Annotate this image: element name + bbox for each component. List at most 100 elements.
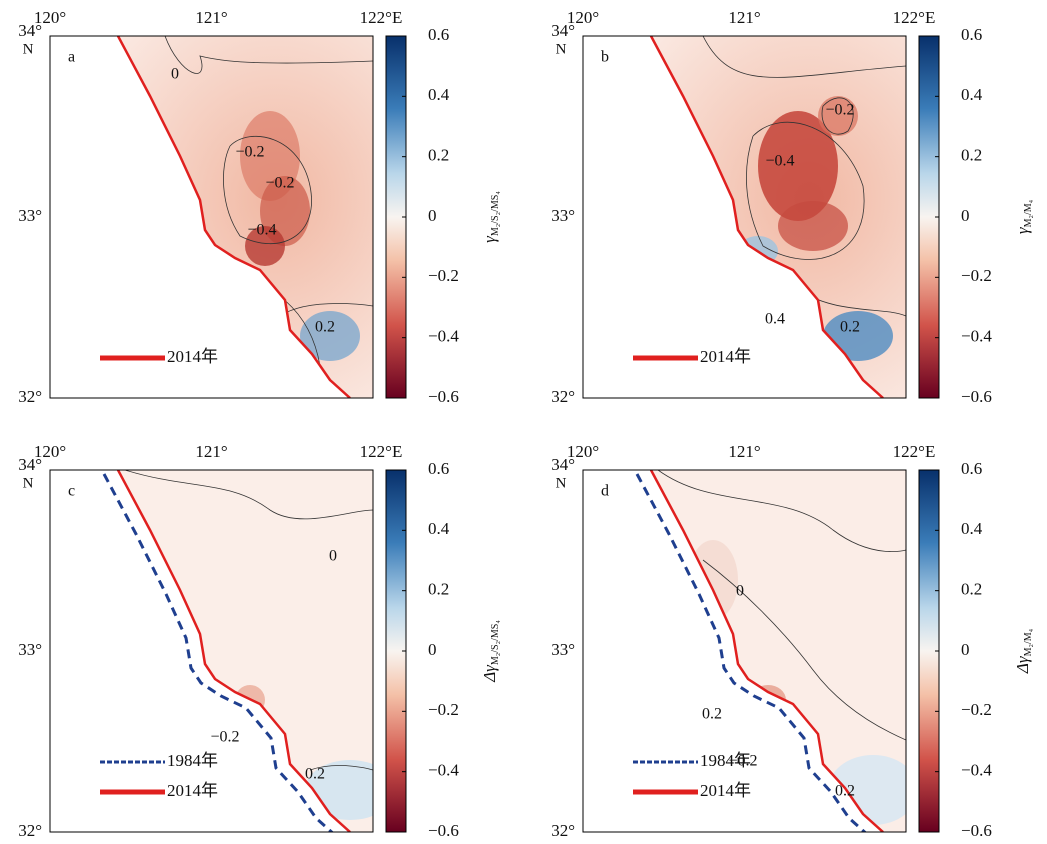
field-patch bbox=[758, 111, 838, 221]
contour-label: 0.2 bbox=[835, 783, 855, 800]
y-tick-label: 33° bbox=[551, 206, 575, 225]
colorbar-subscript: M₂/S₂/MS₄ bbox=[490, 620, 501, 665]
y-tick-label: 33° bbox=[18, 640, 42, 659]
colorbar-symbol: Δγ bbox=[480, 664, 499, 683]
contour-label: −0.2 bbox=[728, 753, 757, 770]
contour bbox=[821, 97, 854, 135]
colorbar-tick-label: 0.2 bbox=[961, 580, 982, 599]
contour bbox=[279, 303, 373, 317]
contour bbox=[657, 470, 906, 552]
contour bbox=[223, 135, 312, 245]
panel-label: c bbox=[68, 483, 75, 500]
coastline-2014 bbox=[116, 36, 351, 398]
map-body bbox=[583, 36, 906, 398]
contour bbox=[746, 121, 865, 260]
x-tick-label: 121° bbox=[195, 442, 227, 461]
y-tick-north: N bbox=[23, 475, 34, 491]
y-tick-label: 34° bbox=[551, 21, 575, 40]
legend-label: 2014年 bbox=[700, 347, 751, 366]
map-body bbox=[50, 36, 373, 398]
colorbar-subscript: M₂/M₄ bbox=[1023, 628, 1034, 656]
contour-label: 0.2 bbox=[702, 706, 722, 723]
map-frame bbox=[49, 469, 374, 833]
contour-label: −0.4 bbox=[765, 153, 794, 170]
y-tick-label: 32° bbox=[551, 821, 575, 839]
y-tick-north: N bbox=[23, 41, 34, 57]
land bbox=[583, 36, 906, 398]
y-tick-label: 32° bbox=[18, 821, 42, 839]
colorbar-tick-label: −0.4 bbox=[428, 761, 459, 780]
legend-label: 2014年 bbox=[167, 781, 218, 800]
colorbar-tick-label: −0.6 bbox=[428, 387, 459, 406]
y-tick-north: N bbox=[556, 475, 567, 491]
colorbar-tick-label: 0.2 bbox=[428, 580, 449, 599]
panel-label: b bbox=[601, 49, 609, 66]
x-tick-label: 121° bbox=[728, 8, 760, 27]
colorbar-subscript: M₂/M₄ bbox=[1023, 199, 1034, 227]
y-tick-label: 33° bbox=[551, 640, 575, 659]
contour bbox=[124, 470, 373, 520]
map-body bbox=[50, 470, 373, 832]
colorbar-tick-label: −0.2 bbox=[961, 700, 992, 719]
y-tick-label: 34° bbox=[18, 21, 42, 40]
panel-label: d bbox=[601, 483, 609, 500]
colorbar-symbol: γ bbox=[1013, 226, 1032, 234]
contour-label: −0.2 bbox=[210, 729, 239, 746]
colorbar-tick-label: 0.2 bbox=[961, 146, 982, 165]
colorbar-tick-label: −0.4 bbox=[428, 327, 459, 346]
contour-label: 0 bbox=[171, 66, 179, 83]
x-tick-label: 120° bbox=[567, 442, 599, 461]
contour-label: −0.2 bbox=[265, 175, 294, 192]
field-patch bbox=[300, 311, 360, 361]
coastline-1984 bbox=[102, 473, 334, 832]
y-tick-label: 34° bbox=[18, 455, 42, 474]
map-frame bbox=[582, 469, 907, 833]
contour-label: −0.2 bbox=[235, 144, 264, 161]
x-tick-label: 122°E bbox=[893, 8, 936, 27]
colorbar-tick-label: 0.6 bbox=[961, 25, 982, 44]
y-tick-label: 32° bbox=[18, 387, 42, 406]
colorbar-tick-label: −0.2 bbox=[961, 266, 992, 285]
x-tick-label: 122°E bbox=[893, 442, 936, 461]
legend-label: 2014年 bbox=[167, 347, 218, 366]
contour-label: 0.2 bbox=[315, 319, 335, 336]
y-tick-label: 33° bbox=[18, 206, 42, 225]
contour-label: 0.2 bbox=[840, 319, 860, 336]
colorbar-subscript: M₂/S₂/MS₄ bbox=[490, 191, 501, 236]
colorbar-tick-label: 0.4 bbox=[428, 519, 450, 538]
colorbar-tick-label: 0.6 bbox=[428, 459, 449, 478]
contour bbox=[164, 36, 373, 74]
colorbar-tick-label: −0.2 bbox=[428, 700, 459, 719]
colorbar-symbol: γ bbox=[480, 235, 499, 243]
map-frame bbox=[582, 35, 907, 399]
x-tick-label: 121° bbox=[195, 8, 227, 27]
colorbar-tick-label: 0 bbox=[428, 640, 437, 659]
land bbox=[50, 36, 373, 398]
contour bbox=[309, 765, 373, 771]
x-tick-label: 120° bbox=[567, 8, 599, 27]
contour-label: −0.4 bbox=[247, 222, 276, 239]
colorbar-tick-label: −0.4 bbox=[961, 761, 992, 780]
map-panel: c 0 −0.2 0.2 120° 121° 122°E 34° 33° 32° N 1984年 201… bbox=[18, 442, 501, 840]
colorbar-tick-label: −0.6 bbox=[961, 387, 992, 406]
contour bbox=[702, 559, 906, 741]
contour bbox=[702, 36, 906, 78]
colorbar-tick-label: 0.4 bbox=[428, 85, 450, 104]
colorbar-tick-label: −0.6 bbox=[428, 821, 459, 839]
legend-label: 2014年 bbox=[700, 781, 751, 800]
colorbar-symbol: Δγ bbox=[1013, 655, 1032, 674]
legend-label: 1984年 bbox=[167, 751, 218, 770]
field-patch bbox=[818, 96, 858, 136]
x-tick-label: 120° bbox=[34, 442, 66, 461]
x-tick-label: 121° bbox=[728, 442, 760, 461]
field-patch bbox=[778, 201, 848, 251]
map-body bbox=[583, 470, 906, 832]
land bbox=[583, 470, 906, 832]
colorbar-tick-label: 0.6 bbox=[428, 25, 449, 44]
colorbar-tick-label: −0.2 bbox=[428, 266, 459, 285]
colorbar-tick-label: 0.4 bbox=[961, 519, 983, 538]
colorbar-tick-label: 0 bbox=[961, 640, 970, 659]
colorbar-tick-label: 0 bbox=[428, 206, 437, 225]
land bbox=[50, 470, 373, 832]
